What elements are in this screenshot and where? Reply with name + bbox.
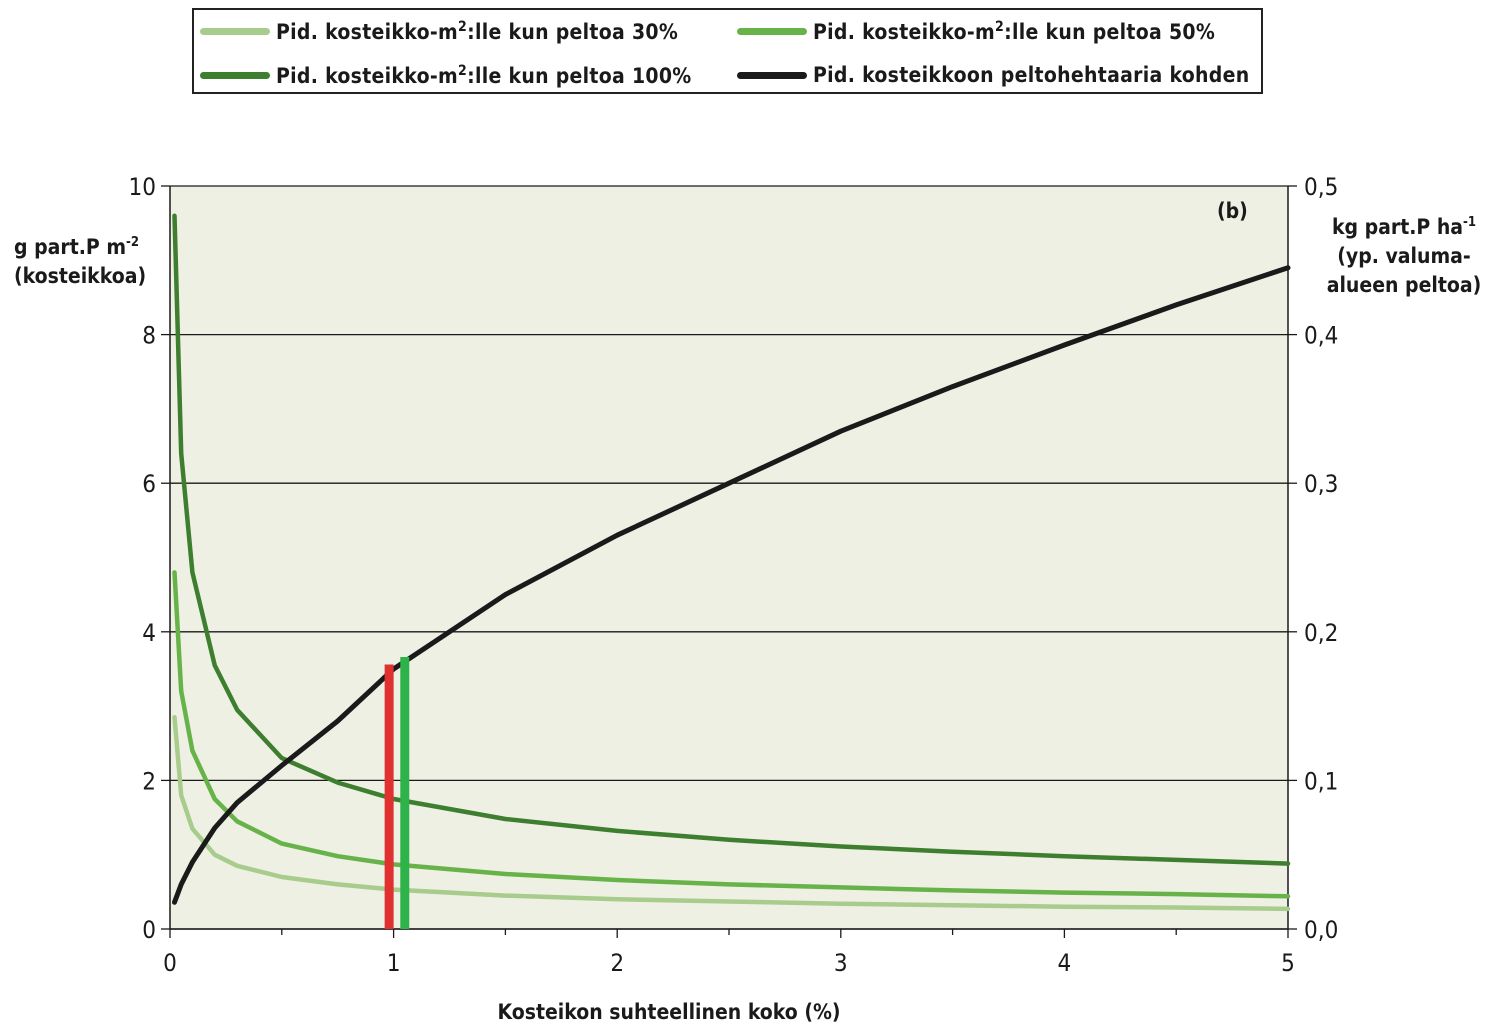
legend-swatch-hectare [737, 71, 807, 79]
x-axis-title: Kosteikon suhteellinen koko (%) [497, 1000, 841, 1024]
y-tick-label-right-0,5: 0,5 [1304, 173, 1338, 201]
legend-item-hectare: Pid. kosteikkoon peltohehtaaria kohden [737, 58, 1250, 92]
x-tick-label-3: 3 [834, 949, 848, 977]
tick-labels: 0 1 2 3 4 5 0 2 4 6 8 10 0,0 0,1 0,2 0,3 0,4 0,5 [129, 173, 1339, 977]
y-tick-label-right-0,0: 0,0 [1304, 916, 1338, 944]
y-tick-label-right-0,2: 0,2 [1304, 619, 1338, 647]
panel-label: (b) [1217, 199, 1248, 223]
plot-background [170, 186, 1288, 929]
legend-label-hectare: Pid. kosteikkoon peltohehtaaria kohden [813, 63, 1250, 87]
x-tick-label-4: 4 [1058, 949, 1072, 977]
y-tick-label-left-10: 10 [129, 173, 156, 201]
legend-item-30: Pid. kosteikko-m2:lle kun peltoa 30% [200, 14, 678, 48]
series-line-4 [172, 265, 1291, 905]
series-lines [172, 213, 1291, 912]
legend-item-50: Pid. kosteikko-m2:lle kun peltoa 50% [737, 14, 1215, 48]
y-tick-label-left-0: 0 [142, 916, 156, 944]
y-tick-label-right-0,3: 0,3 [1304, 470, 1338, 498]
y-tick-label-left-6: 6 [142, 470, 156, 498]
axes [161, 185, 1297, 938]
x-tick-label-0: 0 [163, 949, 177, 977]
series-line-2 [172, 570, 1291, 899]
legend-swatch-100 [200, 71, 270, 79]
y-axis-right-title: kg part.P ha-1 (yp. valuma- alueen pelto… [1326, 215, 1482, 297]
legend-label-30: Pid. kosteikko-m2:lle kun peltoa 30% [276, 18, 679, 44]
legend-swatch-50 [737, 27, 807, 35]
legend-label-100: Pid. kosteikko-m2:lle kun peltoa 100% [276, 62, 692, 88]
x-tick-label-1: 1 [387, 949, 401, 977]
y-tick-label-right-0,1: 0,1 [1304, 767, 1338, 795]
legend-swatch-30 [200, 27, 270, 35]
y-tick-label-left-8: 8 [142, 322, 156, 350]
x-tick-label-2: 2 [610, 949, 624, 977]
marker-bars [384, 657, 410, 929]
legend: Pid. kosteikko-m2:lle kun peltoa 30% Pid… [192, 8, 1263, 94]
y-tick-label-right-0,4: 0,4 [1304, 322, 1338, 350]
x-tick-label-5: 5 [1281, 949, 1295, 977]
legend-item-100: Pid. kosteikko-m2:lle kun peltoa 100% [200, 58, 692, 92]
series-line-3 [172, 213, 1291, 866]
y-tick-label-left-2: 2 [142, 767, 156, 795]
y-tick-label-left-4: 4 [142, 619, 156, 647]
legend-label-50: Pid. kosteikko-m2:lle kun peltoa 50% [813, 18, 1216, 44]
y-axis-left-title: g part.P m-2 (kosteikkoa) [14, 235, 147, 288]
